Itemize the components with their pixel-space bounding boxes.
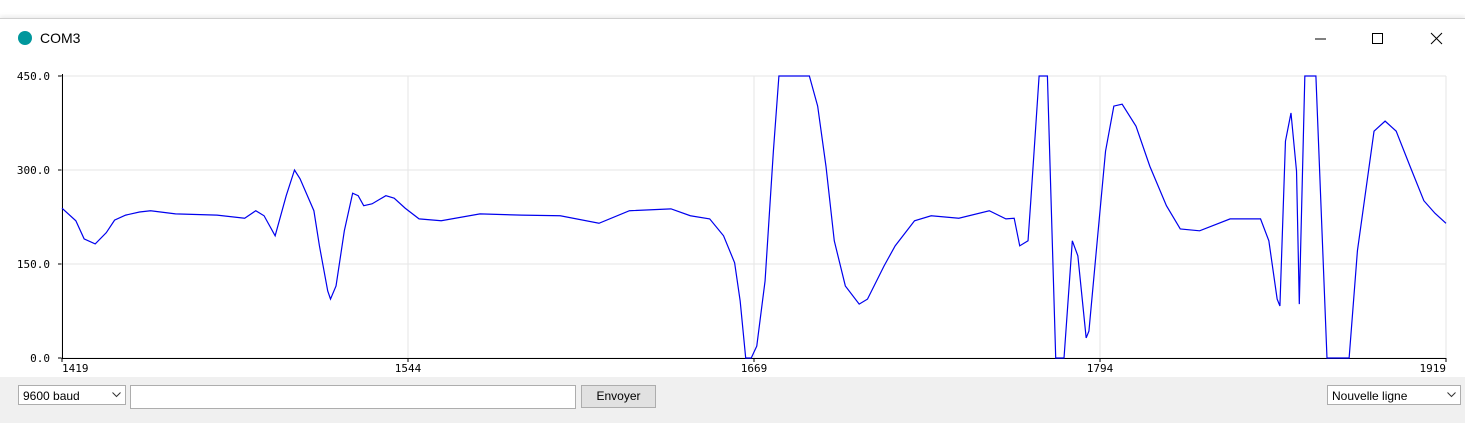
- dropdown-arrow: [112, 392, 121, 398]
- y-tick-label: 300.0: [17, 164, 50, 177]
- line-ending-label: Nouvelle ligne: [1332, 389, 1408, 403]
- minimize-button[interactable]: [1297, 25, 1343, 53]
- dropdown-arrow: [1447, 392, 1456, 398]
- plot: 0.0 150.0 300.0 450.0 1419 1544 1669 1794 1919: [17, 70, 1447, 375]
- window: COM3 0.0 150.0 300.0 450.0 1419 1544 1669 1794 1…: [0, 18, 1465, 423]
- send-button[interactable]: Envoyer: [581, 385, 656, 408]
- x-tick-label: 1669: [741, 362, 768, 375]
- close-button[interactable]: [1413, 25, 1459, 53]
- y-tick-label: 150.0: [17, 258, 50, 271]
- baud-label: 9600 baud: [23, 389, 80, 403]
- data-line: [61, 75, 1447, 359]
- control-bar: 9600 baud Envoyer Nouvelle ligne: [0, 377, 1465, 423]
- message-input[interactable]: [130, 385, 576, 409]
- window-title: COM3: [40, 30, 81, 46]
- x-tick-label: 1794: [1087, 362, 1114, 375]
- maximize-button[interactable]: [1354, 25, 1400, 53]
- x-tick-label: 1919: [1420, 362, 1447, 375]
- app-icon: [18, 31, 32, 45]
- x-tick-label: 1544: [395, 362, 422, 375]
- line-ending-select[interactable]: Nouvelle ligne: [1327, 385, 1461, 405]
- y-tick-label: 450.0: [17, 70, 50, 83]
- baud-select[interactable]: 9600 baud: [18, 385, 126, 405]
- x-tick-label: 1419: [62, 362, 89, 375]
- title-bar: COM3: [0, 19, 1465, 57]
- y-tick-label: 0.0: [30, 352, 50, 365]
